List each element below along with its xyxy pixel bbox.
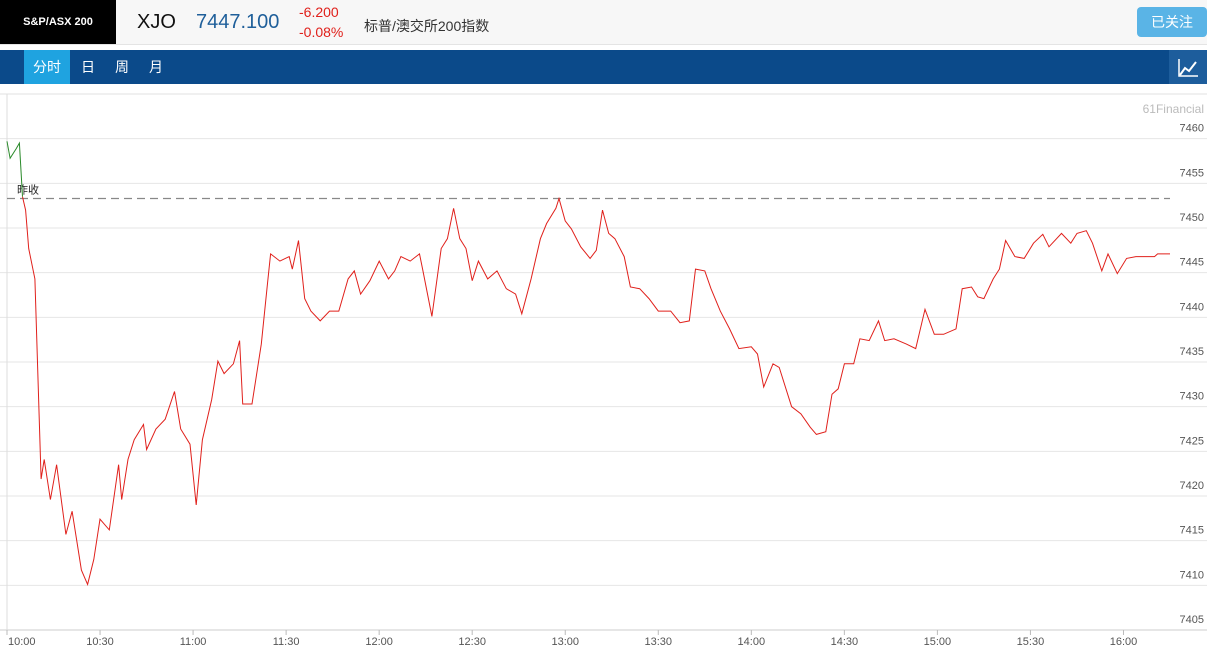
code: XJO [137,11,176,33]
tab[interactable]: 月 [149,59,163,75]
x-tick-label: 15:30 [1017,636,1045,648]
y-tick-label: 7460 [1180,123,1204,135]
x-tick-label: 15:00 [924,636,952,648]
y-tick-label: 7420 [1180,480,1204,492]
x-tick-label: 10:00 [8,636,36,648]
change: -6.200 [299,4,339,20]
x-tick-label: 16:00 [1110,636,1138,648]
y-tick-label: 7440 [1180,301,1204,313]
tab[interactable]: 日 [81,59,95,75]
x-tick-label: 11:00 [180,636,207,648]
price: 7447.100 [196,11,280,33]
index-name: 标普/澳交所200指数 [364,18,490,34]
y-tick-label: 7410 [1180,569,1204,581]
badge: S&P/ASX 200 [0,0,116,44]
y-tick-label: 7415 [1180,525,1204,537]
y-tick-label: 7445 [1180,257,1204,269]
x-tick-label: 14:00 [738,636,766,648]
x-tick-label: 11:30 [273,636,300,648]
header: S&P/ASX 200 XJO 7447.100 -6.200 -0.08% 标… [0,0,1207,45]
y-tick-label: 7425 [1180,435,1204,447]
y-tick-label: 7435 [1180,346,1204,358]
icon [1178,59,1198,77]
tab[interactable]: 分时 [24,50,70,84]
watermark: 61Financial [1143,102,1204,116]
x-tick-label: 12:00 [365,636,393,648]
y-tick-label: 7405 [1180,614,1204,626]
price-line [6,141,23,197]
chart-icon[interactable] [1169,50,1207,84]
reference-label: 昨收 [17,183,39,197]
y-tick-label: 7450 [1180,212,1204,224]
x-tick-label: 10:30 [86,636,114,648]
y-tick-label: 7455 [1180,167,1204,179]
tab-bar: 分时日 周 月 [0,50,1207,84]
y-tick-label: 7430 [1180,391,1204,403]
x-tick-label: 13:00 [551,636,579,648]
x-tick-label: 12:30 [458,636,486,648]
chart: 7405 7410 7415 7420 7425 7430 7435 7440 7445 7450… [0,93,1207,648]
x-tick-label: 13:30 [645,636,673,648]
change-pct: -0.08% [299,24,344,40]
tab[interactable]: 周 [115,59,129,75]
price-line [22,196,1170,586]
follow-button[interactable]: 已关注 [1137,7,1207,37]
x-tick-label: 14:30 [831,636,859,648]
